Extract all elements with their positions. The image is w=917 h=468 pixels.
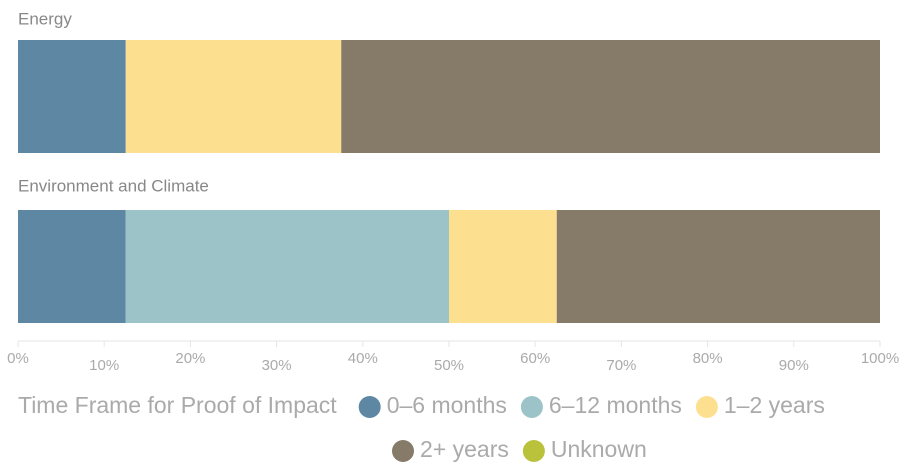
x-tick-label: 30% [262, 357, 292, 374]
bar-segment [18, 210, 126, 323]
x-tick-label: 50% [434, 357, 464, 374]
x-tick-label: 40% [348, 350, 378, 367]
legend-swatch [358, 396, 381, 418]
x-tick-label: 10% [89, 357, 119, 374]
legend-swatch [392, 440, 414, 462]
bar-segment [18, 40, 126, 153]
legend-swatch [695, 396, 718, 418]
legend-label: 0–6 months [387, 392, 507, 418]
category-label: Environment and Climate [18, 176, 209, 195]
bar-segment [341, 40, 880, 153]
bar-segment [125, 40, 342, 153]
legend-swatch [522, 440, 545, 462]
bar-segment [125, 210, 449, 323]
x-tick-label: 90% [779, 357, 809, 374]
x-tick-label: 20% [175, 350, 205, 367]
bar-segment [449, 210, 557, 323]
category-label: Energy [18, 9, 72, 28]
legend-label: 2+ years [420, 436, 509, 462]
x-tick-label: 60% [520, 350, 550, 367]
legend-label: 6–12 months [549, 392, 682, 418]
legend-swatch [520, 396, 543, 418]
legend-title: Time Frame for Proof of Impact [18, 392, 337, 418]
x-tick-label: 100% [861, 350, 899, 367]
x-tick-label: 70% [606, 357, 636, 374]
x-tick-label: 80% [693, 350, 723, 367]
legend-label: 1–2 years [724, 392, 825, 418]
bar-segment [556, 210, 880, 323]
x-tick-label: 0% [7, 350, 29, 367]
legend-label: Unknown [551, 436, 647, 462]
